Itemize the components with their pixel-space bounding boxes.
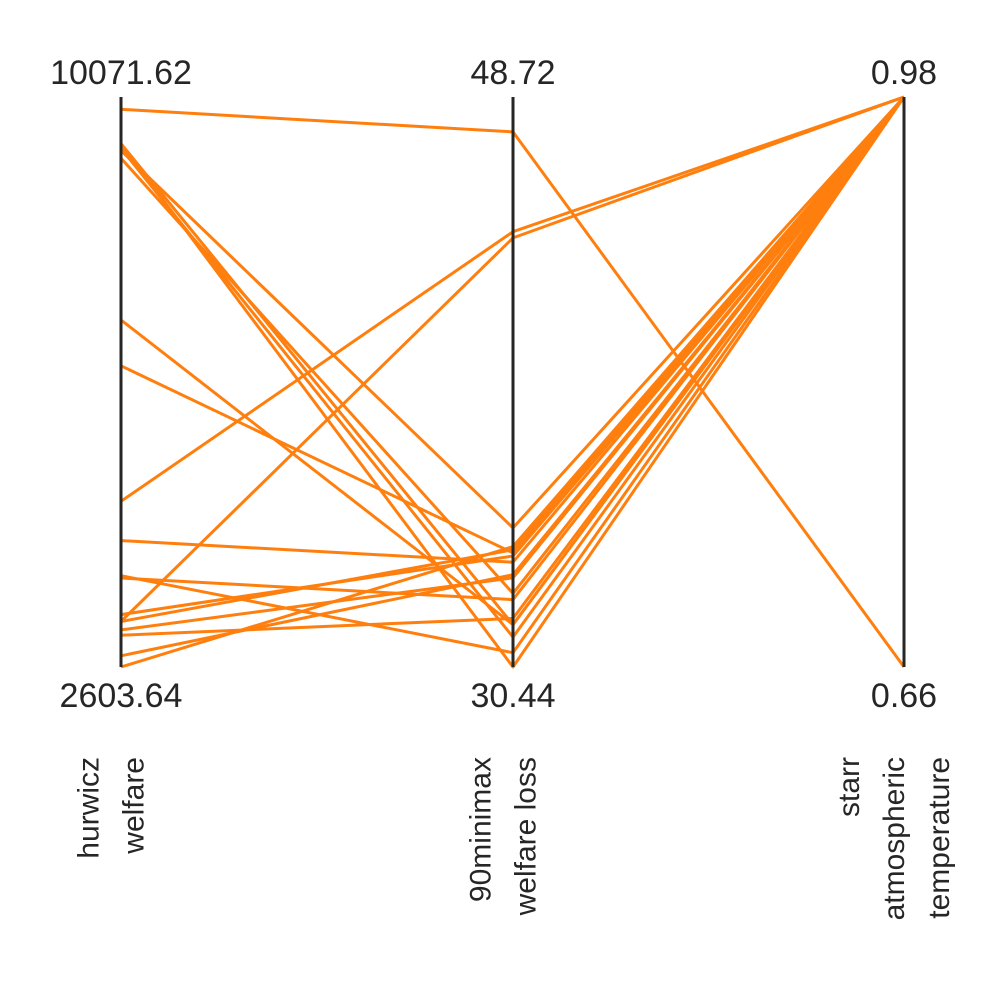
axis-1-max-label: 10071.62 — [50, 54, 192, 92]
axes: 10071.62 2603.64 hurwicz welfare 48.72 30.44 9… — [50, 54, 956, 920]
axis-1-title: hurwicz welfare — [73, 757, 151, 859]
axis-3-title-line-3: temperature — [923, 757, 956, 919]
axis-2-title-line-2: welfare loss — [510, 757, 543, 916]
axis-1-title-line-1: hurwicz — [73, 757, 106, 859]
axis-3-title: starr atmospheric temperature — [833, 757, 956, 920]
axis-3-title-line-1: starr — [833, 757, 866, 817]
axis-3-max-label: 0.98 — [871, 54, 937, 92]
axis-1-min-label: 2603.64 — [60, 677, 183, 715]
axis-3-title-line-2: atmospheric — [878, 757, 911, 920]
axis-3-min-label: 0.66 — [871, 677, 937, 715]
axis-2-title-line-1: 90minimax — [465, 757, 498, 902]
axis-2-max-label: 48.72 — [470, 54, 555, 92]
axis-2-title: 90minimax welfare loss — [465, 757, 543, 916]
axis-1-title-line-2: welfare — [118, 757, 151, 855]
axis-2-min-label: 30.44 — [470, 677, 555, 715]
